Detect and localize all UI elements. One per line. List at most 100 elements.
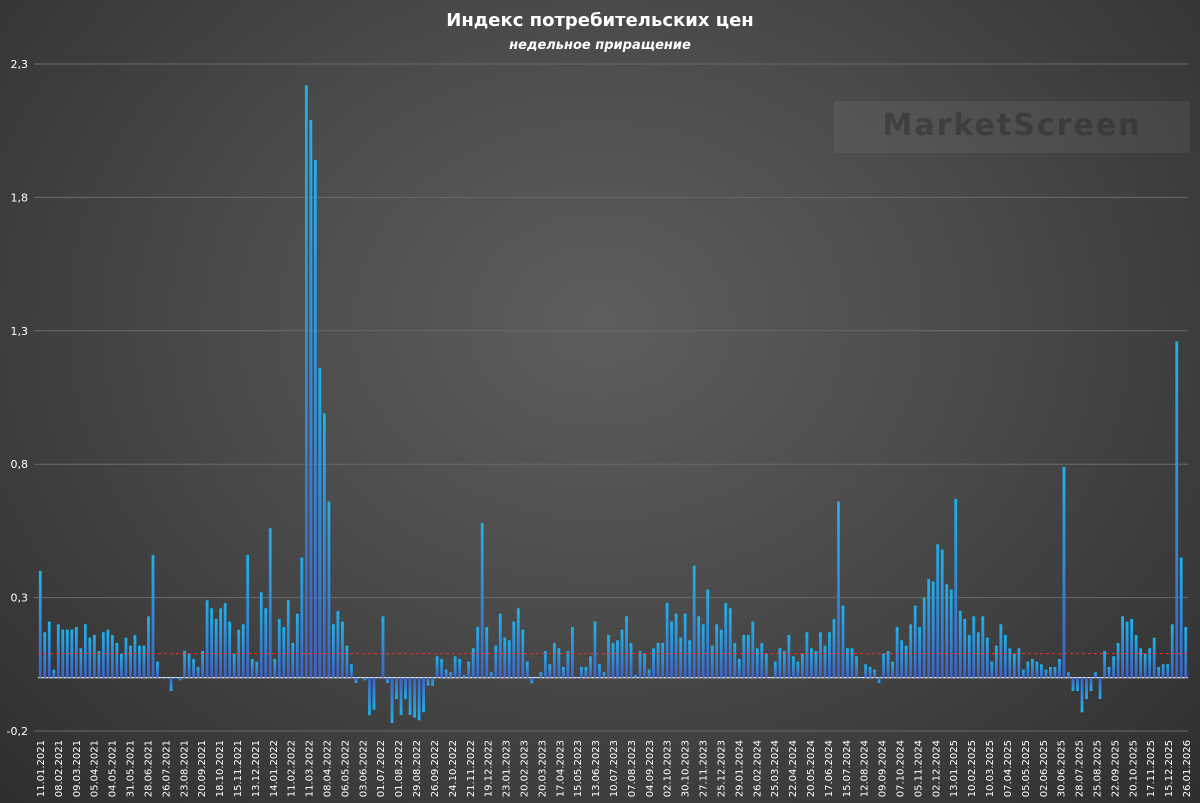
bar [327, 501, 331, 678]
bar [331, 624, 335, 678]
bar [841, 605, 845, 678]
bar [832, 618, 836, 678]
y-tick-label: 1,3 [11, 325, 29, 338]
x-axis-ticks: 11.01.2021 08.02.2021 09.03.2021 05.04.2021… [36, 740, 1193, 797]
bar [625, 616, 628, 678]
bar [1116, 642, 1120, 678]
bar [1080, 677, 1084, 713]
bar [629, 642, 633, 678]
bar [309, 120, 313, 678]
x-tick-label: 04.09.2023 [645, 740, 656, 797]
bar [56, 624, 60, 678]
bar [598, 664, 601, 678]
bar [701, 624, 705, 678]
x-tick-label: 23.01.2023 [502, 740, 513, 797]
x-tick-label: 15.11.2021 [233, 740, 244, 797]
bar [277, 618, 281, 678]
bar [286, 600, 290, 678]
x-tick-label: 28.07.2025 [1075, 740, 1086, 797]
bar [350, 664, 353, 678]
x-tick-label: 25.08.2025 [1093, 740, 1104, 797]
bar [1012, 653, 1016, 678]
bar [688, 640, 692, 678]
bar [1094, 672, 1097, 678]
bar [183, 650, 186, 678]
bar [561, 666, 565, 678]
bar [999, 624, 1003, 678]
bar [74, 626, 78, 678]
x-tick-label: 29.01.2024 [734, 740, 745, 797]
bar [661, 642, 665, 678]
x-tick-label: 25.12.2023 [716, 740, 727, 797]
bar [250, 658, 254, 678]
bar [954, 498, 958, 678]
bar [503, 637, 507, 678]
bar [65, 629, 69, 678]
bar [1143, 653, 1147, 678]
bar [223, 602, 227, 678]
bar [710, 645, 714, 678]
bar [507, 640, 511, 678]
bar [837, 501, 840, 678]
bar [1076, 677, 1079, 691]
bar [359, 677, 362, 679]
bar [449, 672, 453, 678]
bar [480, 522, 484, 678]
bar [165, 677, 168, 679]
bar [147, 616, 150, 678]
bar [1049, 666, 1052, 678]
bar [341, 621, 344, 678]
x-tick-label: 07.10.2024 [896, 740, 907, 797]
bar [489, 672, 493, 678]
bar [106, 629, 110, 678]
x-tick-label: 10.07.2023 [609, 740, 620, 797]
bar [192, 658, 195, 678]
x-tick-label: 21.11.2022 [466, 740, 477, 797]
bar [981, 616, 985, 678]
bar [295, 613, 299, 678]
x-tick-label: 01.07.2022 [376, 740, 387, 797]
bar [160, 677, 164, 679]
watermark-text: MarketScreen [882, 108, 1142, 143]
bar [467, 661, 471, 678]
bar [796, 661, 800, 678]
bar [575, 677, 579, 679]
bar [404, 677, 407, 699]
x-tick-label: 02.10.2023 [663, 740, 674, 797]
bar [886, 650, 890, 678]
bar [1148, 648, 1152, 678]
bar [1021, 669, 1025, 678]
x-tick-label: 31.05.2021 [126, 740, 137, 797]
bar [602, 672, 606, 678]
bar [1044, 669, 1048, 678]
bar [778, 648, 782, 678]
x-tick-label: 11.02.2022 [287, 740, 298, 797]
bar [873, 669, 876, 678]
bar [679, 637, 683, 678]
x-tick-label: 02.12.2024 [931, 740, 942, 797]
bar [972, 616, 976, 678]
x-tick-label: 20.02.2023 [520, 740, 531, 797]
bar [855, 656, 858, 678]
x-tick-label: 22.09.2025 [1110, 740, 1121, 797]
x-tick-label: 13.06.2023 [591, 740, 602, 797]
grid-layer [34, 63, 1188, 732]
x-tick-label: 03.06.2022 [358, 740, 369, 797]
bar [534, 677, 538, 679]
bar [638, 650, 642, 678]
bar [196, 666, 200, 678]
bar [43, 632, 47, 678]
bar [737, 658, 741, 678]
bar [1089, 677, 1093, 691]
bar [1134, 634, 1138, 678]
y-axis-ticks: -0,2 0,3 0,8 1,3 1,8 2,3 [7, 58, 28, 738]
bar [773, 661, 777, 678]
bar [395, 677, 398, 699]
bar [652, 648, 655, 678]
bar [746, 634, 750, 678]
bar [927, 578, 931, 678]
bar [322, 413, 326, 678]
bar [111, 634, 114, 678]
bar [1035, 661, 1039, 678]
bar [593, 621, 597, 678]
